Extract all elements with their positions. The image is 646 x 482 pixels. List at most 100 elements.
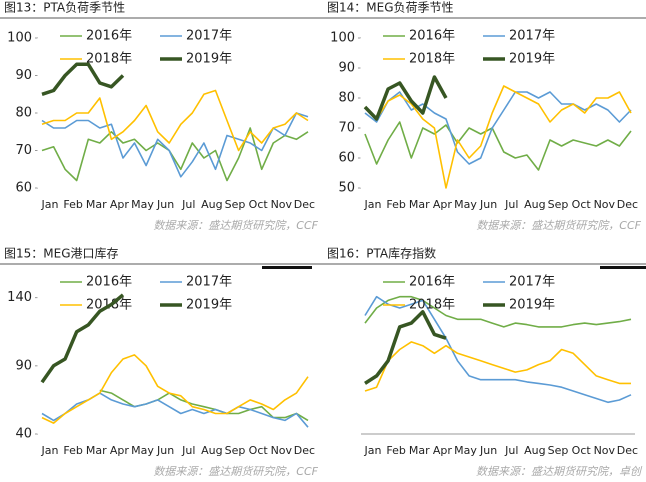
source-note: 数据来源：盛达期货研究院，CCF	[153, 219, 318, 232]
x-tick-label: Aug	[524, 198, 545, 211]
x-tick-label: Aug	[201, 198, 222, 211]
x-tick-label: Sep	[225, 198, 246, 211]
x-tick-label: Mar	[86, 198, 107, 211]
x-tick-label: Oct	[249, 198, 269, 211]
x-tick-label: Oct	[572, 198, 592, 211]
x-tick-label: Jun	[156, 198, 174, 211]
series-line	[364, 91, 632, 165]
x-tick-label: Feb	[386, 198, 405, 211]
y-tick-label: 90	[15, 68, 32, 83]
x-tick-label: Jun	[156, 444, 174, 457]
legend-label: 2019年	[186, 298, 232, 313]
x-tick-label: Nov	[271, 444, 293, 457]
source-note: 数据来源：盛达期货研究院，CCF	[153, 465, 318, 478]
x-tick-label: Aug	[201, 444, 222, 457]
x-tick-label: Apr	[110, 444, 130, 457]
chart-title: 图16：PTA库存指数	[327, 246, 436, 261]
x-tick-label: Nov	[594, 444, 616, 457]
legend-label: 2017年	[509, 275, 555, 290]
x-tick-label: Jul	[504, 444, 518, 457]
x-tick-label: Nov	[594, 198, 616, 211]
x-tick-label: Jul	[181, 444, 195, 457]
y-tick-label: 50	[338, 181, 355, 196]
y-tick-label: 90	[338, 61, 355, 76]
legend-label: 2017年	[186, 275, 232, 290]
y-tick-label: 90	[15, 358, 32, 373]
series-line	[364, 295, 632, 404]
series-line	[364, 310, 447, 385]
chart-title: 图14：MEG负荷季节性	[327, 1, 454, 15]
x-tick-label: Sep	[548, 198, 569, 211]
x-tick-label: Mar	[86, 444, 107, 457]
x-tick-label: Nov	[271, 198, 293, 211]
x-tick-label: May	[454, 444, 477, 457]
y-tick-label: 40	[15, 427, 32, 442]
series-line	[40, 293, 125, 384]
legend-label: 2017年	[509, 29, 555, 44]
x-tick-label: Dec	[294, 444, 315, 457]
series-line	[364, 295, 632, 328]
x-tick-label: Apr	[110, 198, 130, 211]
y-tick-label: 80	[15, 106, 32, 121]
x-tick-label: Dec	[617, 198, 638, 211]
legend-label: 2019年	[186, 52, 232, 67]
legend-label: 2016年	[86, 29, 132, 44]
x-tick-label: Mar	[409, 444, 430, 457]
x-tick-label: Feb	[63, 198, 82, 211]
chart-title: 图13：PTA负荷季节性	[4, 1, 125, 15]
x-tick-label: Oct	[249, 444, 269, 457]
legend-label: 2016年	[86, 275, 132, 290]
x-tick-label: Feb	[386, 444, 405, 457]
source-note: 数据来源：盛达期货研究院，CCF	[476, 219, 641, 232]
x-tick-label: May	[454, 198, 477, 211]
decor-bar	[600, 266, 646, 269]
source-note: 数据来源：盛达期货研究院，卓创	[476, 465, 643, 478]
series-line	[364, 341, 631, 392]
x-tick-label: Jun	[479, 444, 497, 457]
x-tick-label: Jun	[479, 198, 497, 211]
y-tick-label: 60	[15, 181, 32, 196]
y-tick-label: 70	[338, 121, 355, 136]
series-line	[364, 121, 632, 171]
series-line	[41, 112, 309, 178]
x-tick-label: Apr	[433, 444, 453, 457]
legend-label: 2016年	[409, 29, 455, 44]
series-line	[41, 127, 309, 182]
legend-label: 2018年	[409, 298, 455, 313]
x-tick-label: Aug	[524, 444, 545, 457]
x-tick-label: May	[131, 198, 154, 211]
y-tick-label: 100	[7, 31, 32, 46]
y-tick-label: 140	[7, 290, 32, 305]
legend-label: 2019年	[509, 298, 555, 313]
legend-label: 2018年	[86, 52, 132, 67]
y-tick-label: 60	[338, 151, 355, 166]
series-line	[364, 85, 632, 189]
x-tick-label: Jan	[364, 198, 382, 211]
legend-label: 2016年	[409, 275, 455, 290]
x-tick-label: Jul	[504, 198, 518, 211]
x-tick-label: Jan	[41, 198, 59, 211]
y-tick-label: 100	[330, 31, 355, 46]
x-tick-label: Dec	[294, 198, 315, 211]
x-tick-label: Oct	[572, 444, 592, 457]
x-tick-label: Apr	[433, 198, 453, 211]
x-tick-label: Sep	[548, 444, 569, 457]
legend-label: 2018年	[409, 52, 455, 67]
x-tick-label: Mar	[409, 198, 430, 211]
chart-title: 图15：MEG港口库存	[4, 246, 119, 261]
series-line	[41, 62, 125, 96]
x-tick-label: Dec	[617, 444, 638, 457]
x-tick-label: May	[131, 444, 154, 457]
x-tick-label: Sep	[225, 444, 246, 457]
decor-bar	[262, 266, 312, 269]
series-line	[363, 75, 448, 121]
series-line	[41, 89, 309, 152]
series-line	[41, 354, 309, 424]
x-tick-label: Jul	[181, 198, 195, 211]
